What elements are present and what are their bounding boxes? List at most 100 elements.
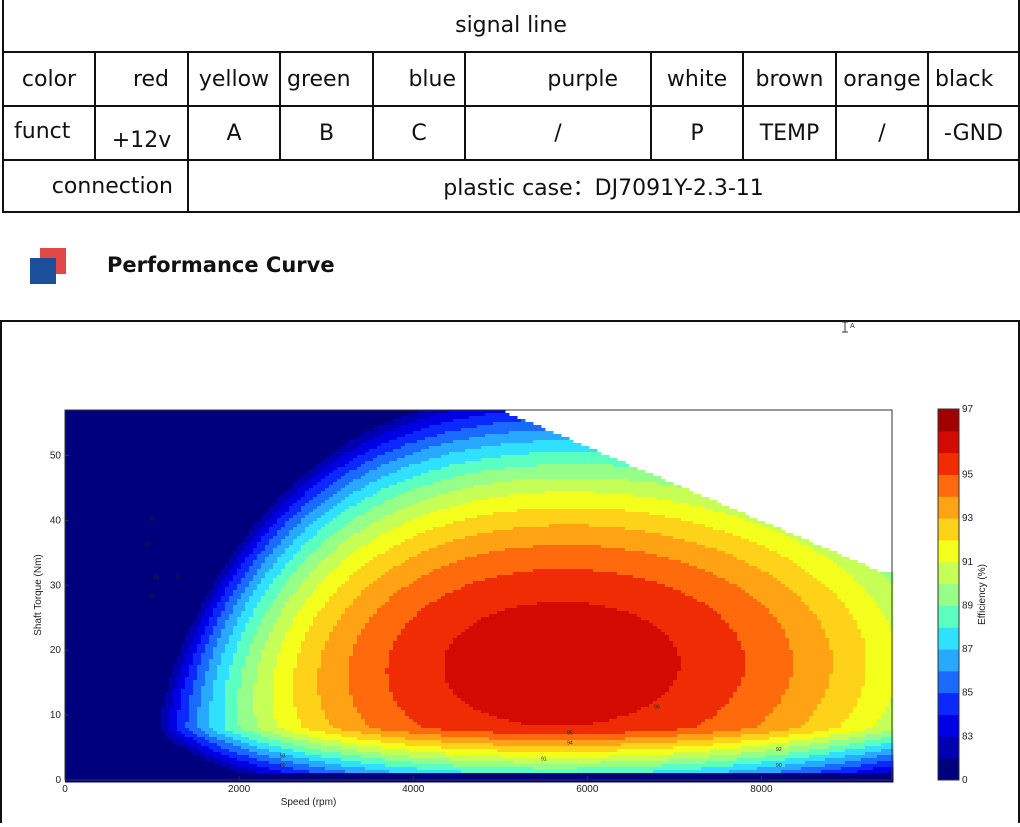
contour-cell — [385, 488, 390, 492]
contour-cell — [445, 461, 450, 465]
contour-cell — [369, 494, 374, 498]
contour-cell — [481, 425, 486, 429]
contour-cell — [221, 434, 226, 438]
contour-cell — [305, 494, 310, 498]
contour-cell — [81, 467, 86, 471]
contour-cell — [705, 500, 710, 504]
contour-cell — [153, 464, 158, 468]
contour-cell — [665, 506, 670, 510]
contour-cell — [605, 485, 610, 489]
contour-cell — [133, 440, 138, 444]
contour-cell — [221, 506, 226, 510]
contour-cell — [565, 449, 570, 453]
contour-cell — [477, 416, 482, 420]
contour-cell — [513, 488, 518, 492]
contour-cell — [301, 512, 306, 516]
contour-cell — [709, 503, 714, 507]
contour-cell — [193, 416, 198, 420]
contour-cell — [265, 434, 270, 438]
contour-cell — [285, 446, 290, 450]
contour-cell — [137, 437, 142, 441]
contour-cell — [133, 422, 138, 426]
contour-cell — [173, 446, 178, 450]
contour-cell — [497, 458, 502, 462]
contour-cell — [269, 413, 274, 417]
contour-cell — [181, 470, 186, 474]
contour-cell — [201, 413, 206, 417]
contour-cell — [513, 509, 518, 513]
contour-cell — [437, 416, 442, 420]
contour-cell — [489, 425, 494, 429]
contour-cell — [317, 503, 322, 507]
contour-cell — [377, 479, 382, 483]
contour-cell — [569, 446, 574, 450]
contour-cell — [241, 443, 246, 447]
contour-cell — [149, 464, 154, 468]
contour-cell — [381, 458, 386, 462]
contour-cell — [261, 434, 266, 438]
contour-cell — [229, 494, 234, 498]
contour-cell — [333, 464, 338, 468]
contour-cell — [293, 461, 298, 465]
contour-cell — [413, 473, 418, 477]
contour-cell — [217, 476, 222, 480]
contour-cell — [277, 512, 282, 516]
contour-cell — [557, 464, 562, 468]
contour-cell — [405, 491, 410, 495]
contour-cell — [481, 443, 486, 447]
contour-cell — [529, 473, 534, 477]
contour-cell — [509, 506, 514, 510]
contour-cell — [517, 482, 522, 486]
contour-cell — [433, 440, 438, 444]
contour-cell — [393, 446, 398, 450]
contour-cell — [213, 470, 218, 474]
contour-cell — [409, 500, 414, 504]
contour-cell — [625, 488, 630, 492]
contour-cell — [457, 470, 462, 474]
contour-cell — [69, 506, 74, 510]
contour-cell — [309, 494, 314, 498]
contour-cell — [189, 431, 194, 435]
contour-cell — [325, 455, 330, 459]
contour-cell — [429, 413, 434, 417]
contour-cell — [425, 443, 430, 447]
contour-cell — [305, 479, 310, 483]
contour-cell — [673, 503, 678, 507]
contour-cell — [573, 497, 578, 501]
contour-cell — [345, 422, 350, 426]
contour-cell — [501, 497, 506, 501]
contour-cell — [77, 476, 82, 480]
contour-cell — [425, 422, 430, 426]
contour-cell — [301, 467, 306, 471]
contour-cell — [233, 419, 238, 423]
contour-cell — [521, 485, 526, 489]
contour-cell — [121, 512, 126, 516]
contour-cell — [521, 428, 526, 432]
contour-cell — [517, 443, 522, 447]
contour-cell — [221, 485, 226, 489]
contour-cell — [289, 440, 294, 444]
contour-cell — [405, 482, 410, 486]
contour-cell — [273, 437, 278, 441]
contour-cell — [105, 512, 110, 516]
contour-cell — [197, 446, 202, 450]
contour-cell — [337, 458, 342, 462]
contour-cell — [193, 437, 198, 441]
contour-cell — [377, 452, 382, 456]
contour-cell — [485, 461, 490, 465]
contour-cell — [193, 422, 198, 426]
contour-cell — [549, 461, 554, 465]
contour-cell — [89, 413, 94, 417]
contour-cell — [257, 419, 262, 423]
contour-cell — [465, 428, 470, 432]
contour-cell — [401, 503, 406, 507]
contour-cell — [469, 437, 474, 441]
contour-cell — [73, 467, 78, 471]
contour-cell — [297, 458, 302, 462]
contour-cell — [309, 452, 314, 456]
contour-cell — [501, 506, 506, 510]
contour-cell — [89, 455, 94, 459]
contour-cell — [501, 419, 506, 423]
contour-cell — [117, 440, 122, 444]
contour-cell — [421, 449, 426, 453]
